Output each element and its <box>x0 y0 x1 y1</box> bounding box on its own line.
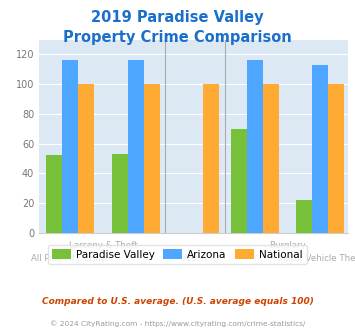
Text: Motor Vehicle Theft: Motor Vehicle Theft <box>278 254 355 263</box>
Bar <box>78 84 94 233</box>
Bar <box>112 154 128 233</box>
Text: Larceny & Theft: Larceny & Theft <box>69 241 137 250</box>
Bar <box>128 60 144 233</box>
Bar <box>263 84 279 233</box>
Bar <box>296 200 312 233</box>
Bar <box>203 84 219 233</box>
Text: 2019 Paradise Valley: 2019 Paradise Valley <box>91 10 264 25</box>
Bar <box>328 84 344 233</box>
Bar <box>231 129 247 233</box>
Text: © 2024 CityRating.com - https://www.cityrating.com/crime-statistics/: © 2024 CityRating.com - https://www.city… <box>50 320 305 327</box>
Text: Arson: Arson <box>183 254 208 263</box>
Text: All Property Crime: All Property Crime <box>31 254 109 263</box>
Legend: Paradise Valley, Arizona, National: Paradise Valley, Arizona, National <box>48 245 307 264</box>
Text: Compared to U.S. average. (U.S. average equals 100): Compared to U.S. average. (U.S. average … <box>42 297 313 306</box>
Bar <box>46 155 62 233</box>
Bar <box>312 65 328 233</box>
Bar <box>62 60 78 233</box>
Bar <box>247 60 263 233</box>
Text: Property Crime Comparison: Property Crime Comparison <box>63 30 292 45</box>
Text: Burglary: Burglary <box>269 241 306 250</box>
Bar <box>144 84 160 233</box>
